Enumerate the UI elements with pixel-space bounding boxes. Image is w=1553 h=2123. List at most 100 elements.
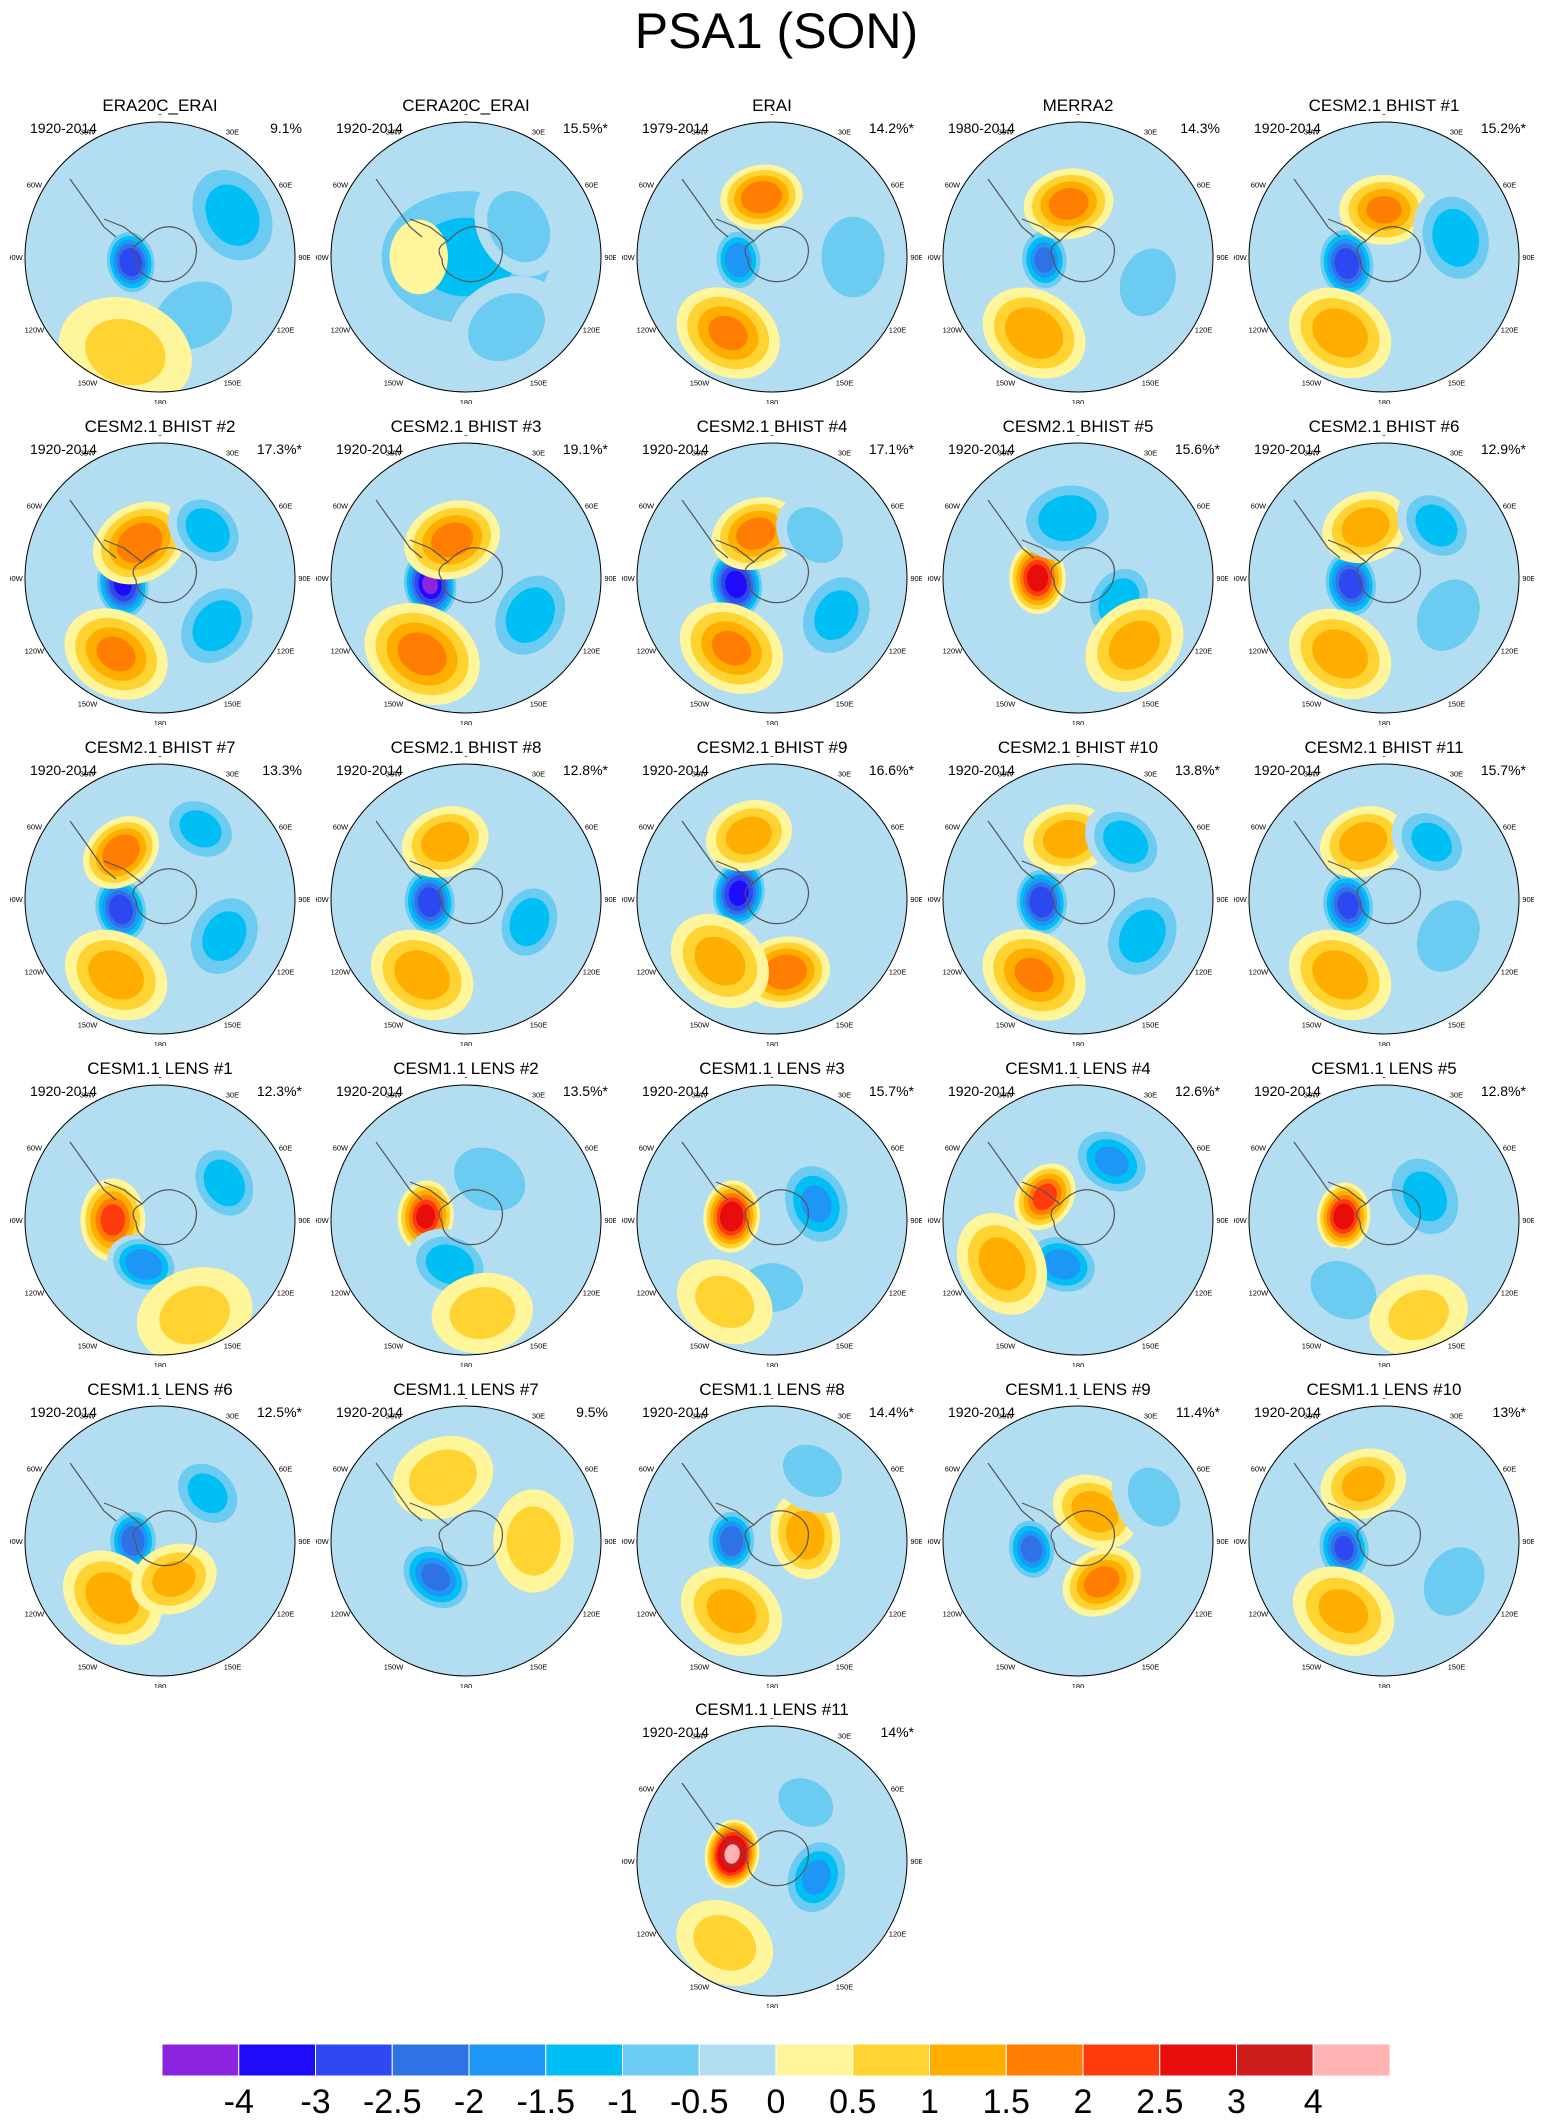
longitude-label: 60W [27,823,43,832]
longitude-label: 90E [910,1537,922,1546]
map-boundary [1248,1084,1520,1356]
longitude-label: 90E [1522,574,1534,583]
antarctic-peninsula-coastline [103,860,143,884]
longitude-label: 90E [604,574,616,583]
colorbar-tick-label: 1 [920,2083,939,2121]
longitude-label: 150E [224,1663,242,1672]
longitude-label: 0 [464,756,468,759]
anomaly-contour [693,1915,757,1971]
longitude-label: 30E [1144,1411,1157,1420]
longitude-label: 90W [622,895,636,904]
anomaly-contour [1341,1465,1385,1502]
longitude-label: 120E [1195,647,1213,656]
antarctic-peninsula-coastline [1327,1502,1367,1526]
longitude-label: 150W [384,700,405,709]
colorbar-swatch [391,2044,470,2076]
longitude-label: 0 [464,1077,468,1080]
longitude-label: 60W [945,823,961,832]
colorbar-tick-label: -4 [223,2083,254,2121]
longitude-label: 0 [158,1077,162,1080]
anomaly-contour [1032,1183,1057,1210]
anomaly-field [943,1406,1213,1676]
anomaly-contour [1034,247,1055,273]
polar-stereographic-map: 0 30E 60E 90E 120E 150E 180 150W 120W 90W 60W 30W [928,1398,1228,1688]
longitude-label: 0 [158,1398,162,1401]
panel-variance-explained: 17.1%* [868,441,914,457]
panel-variance-explained: 13.3% [262,762,302,778]
longitude-label: 180 [154,1682,167,1688]
longitude-label: 120E [1195,968,1213,977]
longitude-label: 150E [530,1663,548,1672]
antarctica-coastline [1356,868,1421,925]
longitude-label: 90E [910,1857,922,1866]
longitude-label: 120E [277,1610,295,1619]
longitude-label: 150W [384,1663,405,1672]
longitude-label: 0 [1382,756,1386,759]
map-panel: CESM2.1 BHIST #11 1920-2014 15.7%* 0 30E 60E 9… [1234,738,1534,1048]
panel-period: 1920-2014 [1254,762,1321,778]
longitude-label: 30W [998,1090,1014,1099]
map-panel: CESM1.1 LENS #8 1920-2014 14.4%* 0 30E 60E 90E… [622,1380,922,1690]
longitude-label: 30W [692,1411,708,1420]
longitude-label: 120E [277,968,295,977]
longitude-label: 30E [226,127,239,136]
longitude-label: 60W [639,1785,655,1794]
longitude-label: 0 [1076,756,1080,759]
longitude-label: 30W [80,1090,96,1099]
antarctic-peninsula-coastline [103,1181,143,1205]
south-america-coastline [69,178,117,238]
anomaly-contour [425,1244,474,1285]
longitude-label: 90E [298,574,310,583]
antarctica-coastline [1356,547,1421,604]
anomaly-contour [117,522,163,563]
anomaly-contour [421,1563,451,1591]
panel-period: 1920-2014 [642,1724,709,1740]
longitude-label: 60W [333,181,349,190]
polar-stereographic-map: 0 30E 60E 90E 120E 150E 180 150W 120W 90W 60W 30W [622,435,922,725]
colorbar-tick-label: 0.5 [829,2083,877,2121]
longitude-label: 30W [692,769,708,778]
anomaly-field [25,764,295,1034]
anomaly-contour [88,950,144,1000]
map-panel: CESM2.1 BHIST #1 1920-2014 15.2%* 0 30E 60E 90… [1234,96,1534,406]
anomaly-field [943,1085,1213,1355]
panel-period: 1979-2014 [642,120,709,136]
antarctica-coastline [1050,1510,1115,1567]
longitude-label: 90W [1234,895,1248,904]
panel-variance-explained: 15.7%* [1480,762,1526,778]
panel-period: 1920-2014 [948,1083,1015,1099]
map-boundary [942,763,1214,1035]
map-boundary [942,1084,1214,1356]
anomaly-field [331,443,601,713]
colorbar-swatch [1312,2044,1390,2076]
map-boundary [636,1084,908,1356]
longitude-label: 0 [1382,114,1386,117]
anomaly-field [637,1406,907,1676]
longitude-label: 0 [1382,1077,1386,1080]
longitude-label: 150W [996,1342,1017,1351]
anomaly-contour [728,880,749,906]
longitude-label: 30E [532,127,545,136]
longitude-label: 120W [331,968,352,977]
panel-variance-explained: 19.1%* [562,441,608,457]
panel-period: 1920-2014 [642,1083,709,1099]
map-boundary [330,1084,602,1356]
anomaly-contour [202,911,247,962]
panel-variance-explained: 9.5% [576,1404,608,1420]
map-panel: MERRA2 1980-2014 14.3% 0 30E 60E 90E 120E 150E 18… [928,96,1228,406]
anomaly-contour [1312,308,1368,358]
map-panel: CESM2.1 BHIST #7 1920-2014 13.3% 0 30E 60E 90E… [10,738,310,1048]
anomaly-contour [1042,819,1092,859]
panel-title: CESM1.1 LENS #5 [1311,1059,1457,1078]
anomaly-contour [1026,564,1049,592]
colorbar-tick-label: 1.5 [982,2083,1030,2121]
south-america-coastline [69,1462,117,1522]
anomaly-contour [203,1159,246,1207]
longitude-label: 120E [1195,1289,1213,1298]
panel-variance-explained: 13.5%* [562,1083,608,1099]
field-background [331,1085,601,1355]
panel-period: 1920-2014 [1254,120,1321,136]
longitude-label: 90W [622,253,636,262]
colorbar-swatch [545,2044,623,2076]
colorbar-swatch [1005,2044,1084,2076]
